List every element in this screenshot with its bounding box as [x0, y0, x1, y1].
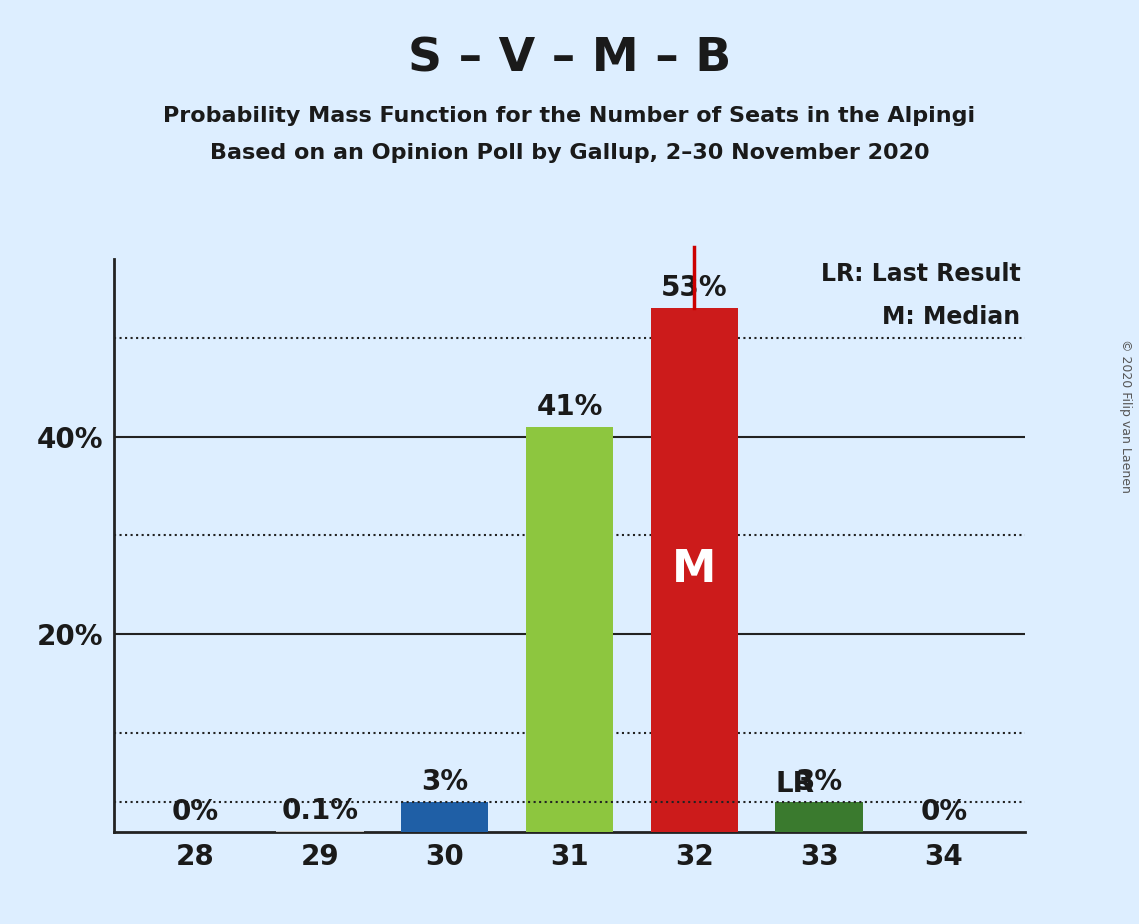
- Text: 53%: 53%: [661, 274, 728, 302]
- Text: 0%: 0%: [172, 797, 219, 826]
- Text: Probability Mass Function for the Number of Seats in the Alpingi: Probability Mass Function for the Number…: [163, 106, 976, 127]
- Text: M: M: [672, 548, 716, 591]
- Text: LR: Last Result: LR: Last Result: [821, 261, 1021, 286]
- Bar: [276, 831, 363, 832]
- Text: © 2020 Filip van Laenen: © 2020 Filip van Laenen: [1118, 339, 1132, 492]
- Text: 0.1%: 0.1%: [281, 796, 359, 825]
- Text: Based on an Opinion Poll by Gallup, 2–30 November 2020: Based on an Opinion Poll by Gallup, 2–30…: [210, 143, 929, 164]
- Text: 41%: 41%: [536, 393, 603, 420]
- Text: 3%: 3%: [421, 768, 468, 796]
- Text: S – V – M – B: S – V – M – B: [408, 37, 731, 82]
- Bar: [776, 802, 863, 832]
- Bar: [526, 427, 613, 832]
- Text: M: Median: M: Median: [883, 305, 1021, 329]
- Text: 3%: 3%: [795, 768, 843, 796]
- Bar: [401, 802, 489, 832]
- Text: LR: LR: [776, 770, 814, 798]
- Text: 0%: 0%: [920, 797, 967, 826]
- Bar: [650, 308, 738, 832]
